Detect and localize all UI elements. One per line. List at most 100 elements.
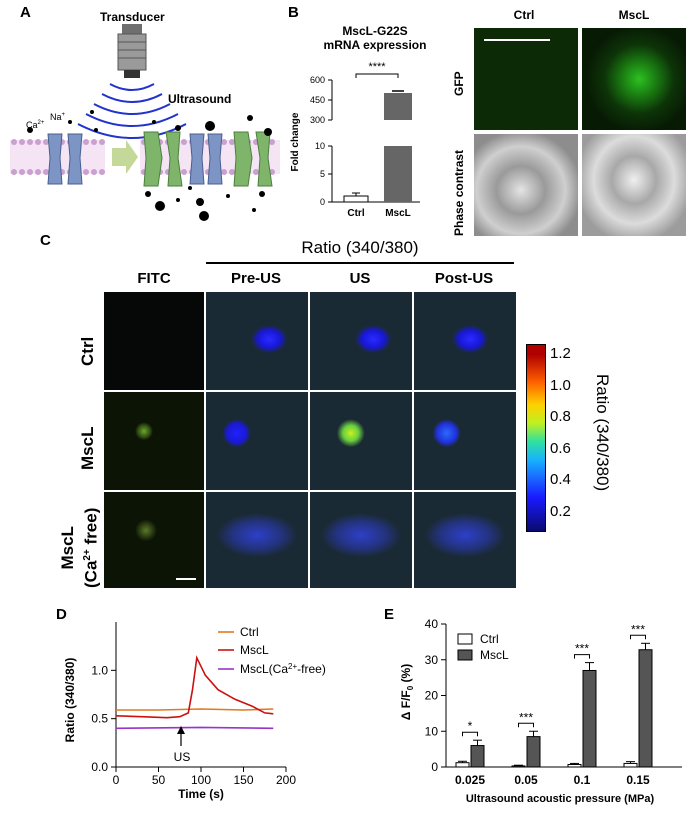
col-label-pre-us: Pre-US	[230, 270, 282, 287]
legend-label-ctrl: Ctrl	[240, 625, 259, 639]
significance-mark: ***	[519, 710, 533, 724]
d-xtick-label: 50	[152, 773, 166, 787]
phase-mscl-image	[582, 134, 686, 236]
gfp-mscl-image	[582, 28, 686, 130]
colorbar-tick: 1.0	[550, 376, 571, 394]
bar-ctrl-0.1	[567, 763, 582, 768]
ratio-ctrl-post-us-image	[414, 292, 516, 390]
bar-mscl-upper	[384, 93, 412, 120]
ratio-mscl-ca-free-post-us-image	[414, 492, 516, 588]
colorbar-ticks: 1.2 1.0 0.8 0.6 0.4 0.2	[550, 338, 571, 527]
ratio-colorbar	[526, 344, 546, 532]
panel-label-b: B	[288, 4, 299, 21]
e-xtick-label: 0.05	[514, 773, 538, 787]
row-label-phase-contrast: Phase contrast	[452, 149, 466, 236]
channel-icon	[189, 133, 223, 185]
legend-label-ctrl: Ctrl	[480, 632, 499, 646]
bar-mscl-0.025	[470, 745, 485, 768]
e-xtick-label: 0.025	[455, 773, 485, 787]
e-xtick-label: 0.1	[574, 773, 591, 787]
series-line-2	[115, 726, 274, 730]
colorbar-tick: 0.2	[550, 502, 571, 520]
significance-mark: ****	[368, 61, 386, 73]
ratio-mscl-ca-free-pre-us-image	[206, 492, 308, 588]
ratio-header-rule	[206, 262, 514, 264]
scale-bar	[484, 39, 550, 41]
mrna-ytick: 600	[310, 75, 325, 85]
fitc-ctrl-image	[104, 292, 204, 390]
ratio-mscl-us-image	[310, 392, 412, 490]
col-label-post-us: Post-US	[434, 270, 494, 287]
delta-f-bar-chart: Δ F/F0 (%) 0 10 20 30 40 0.025 * 0.05 *** 0.1 ***…	[399, 617, 682, 805]
sodium-ion-label: Na+	[50, 112, 66, 122]
colorbar-label: Ratio (340/380)	[593, 374, 612, 492]
panel-label-e: E	[384, 606, 395, 623]
mrna-xtick-ctrl: Ctrl	[347, 208, 364, 219]
mrna-ytick: 450	[310, 95, 325, 105]
e-ytick-label: 40	[425, 617, 439, 631]
gfp-ctrl-image	[474, 28, 578, 130]
mrna-chart-title: MscL-G22S mRNA expression	[323, 24, 427, 52]
calcium-ion-label: Ca2+	[26, 120, 45, 130]
significance-mark: ***	[631, 622, 645, 636]
d-xtick-label: 100	[191, 773, 211, 787]
ratio-mscl-ca-free-us-image	[310, 492, 412, 588]
closed-channel-icon	[47, 133, 83, 185]
mrna-ytick: 5	[320, 169, 325, 179]
bar-ctrl-0.15	[623, 762, 638, 768]
legend-swatch-ctrl	[457, 633, 473, 645]
fitc-mscl-image	[104, 392, 204, 490]
e-ylabel: Δ F/F0 (%)	[399, 664, 415, 720]
fitc-mscl-ca-free-image	[104, 492, 204, 588]
legend-label-mscl-ca-free: MscL(Ca2+-free)	[240, 662, 326, 676]
series-line-1	[115, 655, 274, 719]
e-ytick-label: 20	[425, 689, 439, 703]
significance-bracket	[574, 654, 590, 659]
e-xtick-label: 0.15	[626, 773, 650, 787]
ratio-header: Ratio (340/380)	[301, 238, 419, 257]
colorbar-tick: 1.2	[550, 345, 571, 362]
significance-bracket	[355, 73, 399, 78]
series-line-0	[116, 708, 274, 711]
panel-label-c: C	[40, 232, 51, 249]
bar-ctrl-0.025	[455, 762, 470, 768]
bar-mscl-0.1	[582, 669, 597, 768]
transducer-label: Transducer	[100, 10, 165, 24]
d-legend: Ctrl MscL MscL(Ca2+-free)	[218, 625, 326, 676]
us-marker-label: US	[174, 750, 191, 764]
d-ytick-label: 0.0	[91, 760, 108, 774]
mrna-ytick: 10	[315, 141, 325, 151]
scale-bar	[176, 578, 196, 580]
ion-dots	[27, 110, 272, 221]
col-label-ctrl: Ctrl	[513, 8, 535, 22]
phase-ctrl-image	[474, 134, 578, 236]
transducer-icon	[117, 24, 147, 78]
row-label-ctrl: Ctrl	[78, 336, 97, 366]
ratio-mscl-post-us-image	[414, 392, 516, 490]
significance-mark: *	[468, 719, 473, 733]
mrna-expression-chart: Fold change 600 450 300 10 5 0 **** Ctrl…	[290, 61, 420, 219]
legend-swatch-mscl	[457, 649, 473, 661]
us-arrowhead-icon	[177, 726, 185, 734]
d-ytick-label: 1.0	[91, 663, 108, 677]
e-ytick-label: 30	[425, 653, 439, 667]
mrna-xtick-mscl: MscL	[385, 208, 411, 219]
d-xlabel: Time (s)	[178, 787, 224, 801]
row-label-mscl: MscL	[78, 426, 97, 470]
e-ytick-label: 0	[431, 760, 438, 774]
bar-mscl-0.05	[526, 736, 541, 768]
row-label-gfp: GFP	[452, 71, 466, 96]
bar-mscl-lower	[384, 146, 412, 202]
col-label-us: US	[349, 270, 371, 287]
ion-channel-schematic	[10, 24, 280, 221]
significance-bracket	[462, 731, 478, 737]
significance-bracket	[630, 634, 646, 640]
ratio-ctrl-us-image	[310, 292, 412, 390]
ultrasound-label: Ultrasound	[168, 92, 232, 106]
significance-bracket	[518, 722, 534, 728]
d-ylabel: Ratio (340/380)	[63, 658, 77, 743]
mrna-ytick: 0	[320, 197, 325, 207]
arrow-right-icon	[112, 140, 138, 174]
e-xlabel: Ultrasound acoustic pressure (MPa)	[466, 793, 655, 805]
d-ytick-label: 0.5	[91, 712, 108, 726]
